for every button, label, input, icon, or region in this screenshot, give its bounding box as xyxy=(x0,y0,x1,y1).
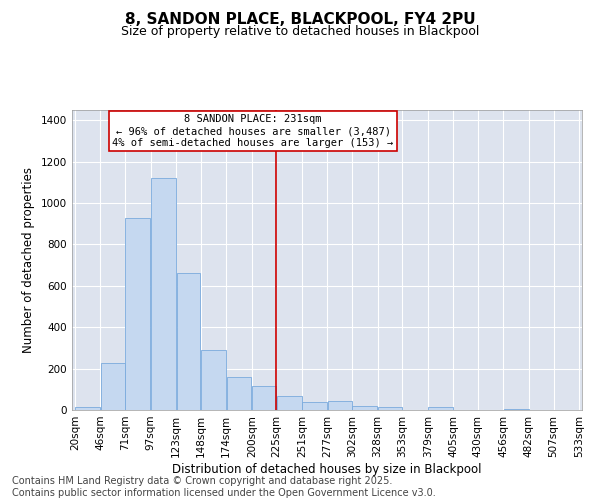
Bar xyxy=(76,407,100,410)
Bar xyxy=(201,350,226,410)
Text: 8, SANDON PLACE, BLACKPOOL, FY4 2PU: 8, SANDON PLACE, BLACKPOOL, FY4 2PU xyxy=(125,12,475,28)
Bar xyxy=(125,218,150,410)
Text: 8 SANDON PLACE: 231sqm
← 96% of detached houses are smaller (3,487)
4% of semi-d: 8 SANDON PLACE: 231sqm ← 96% of detached… xyxy=(112,114,394,148)
Text: Contains HM Land Registry data © Crown copyright and database right 2025.
Contai: Contains HM Land Registry data © Crown c… xyxy=(12,476,436,498)
Bar xyxy=(227,378,251,410)
Y-axis label: Number of detached properties: Number of detached properties xyxy=(22,167,35,353)
Bar xyxy=(378,408,402,410)
Bar xyxy=(504,409,529,410)
Bar xyxy=(352,406,377,410)
Bar xyxy=(151,178,176,410)
Bar xyxy=(428,407,453,410)
Text: Size of property relative to detached houses in Blackpool: Size of property relative to detached ho… xyxy=(121,25,479,38)
Bar xyxy=(101,363,125,410)
Bar xyxy=(252,386,276,410)
Bar xyxy=(277,396,302,410)
Bar xyxy=(176,274,200,410)
Bar xyxy=(302,402,327,410)
Bar xyxy=(328,401,352,410)
X-axis label: Distribution of detached houses by size in Blackpool: Distribution of detached houses by size … xyxy=(172,462,482,475)
